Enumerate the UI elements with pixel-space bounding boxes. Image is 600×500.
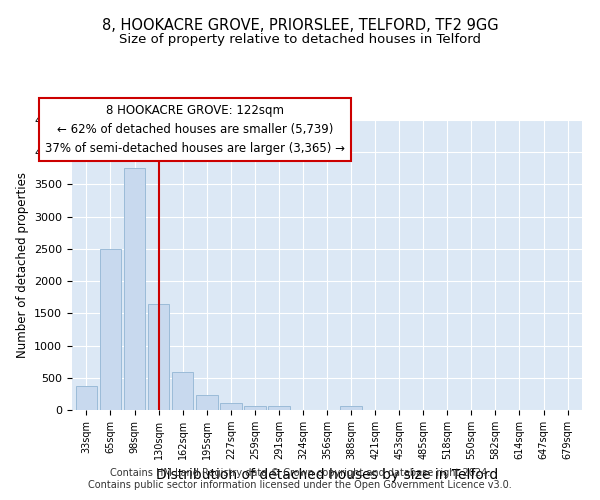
Bar <box>340 406 362 410</box>
Text: Size of property relative to detached houses in Telford: Size of property relative to detached ho… <box>119 32 481 46</box>
Bar <box>268 406 290 410</box>
X-axis label: Distribution of detached houses by size in Telford: Distribution of detached houses by size … <box>156 468 498 481</box>
Text: Contains HM Land Registry data © Crown copyright and database right 2024.
Contai: Contains HM Land Registry data © Crown c… <box>88 468 512 490</box>
Bar <box>124 168 145 410</box>
Text: 8, HOOKACRE GROVE, PRIORSLEE, TELFORD, TF2 9GG: 8, HOOKACRE GROVE, PRIORSLEE, TELFORD, T… <box>101 18 499 32</box>
Bar <box>100 249 121 410</box>
Y-axis label: Number of detached properties: Number of detached properties <box>16 172 29 358</box>
Bar <box>244 406 266 410</box>
Bar <box>196 394 218 410</box>
Bar <box>148 304 169 410</box>
Bar <box>220 403 242 410</box>
Text: 8 HOOKACRE GROVE: 122sqm
← 62% of detached houses are smaller (5,739)
37% of sem: 8 HOOKACRE GROVE: 122sqm ← 62% of detach… <box>44 104 344 155</box>
Bar <box>172 372 193 410</box>
Bar <box>76 386 97 410</box>
